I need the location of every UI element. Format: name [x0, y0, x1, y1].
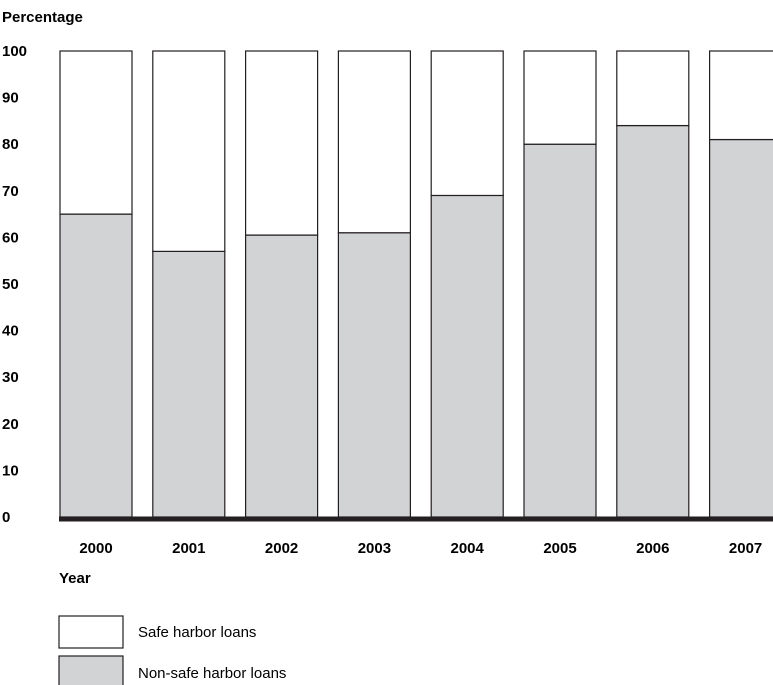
- bar-safe-harbor-2001: [152, 50, 226, 252]
- y-tick-label: 70: [2, 183, 19, 200]
- y-tick-label: 90: [2, 90, 19, 107]
- legend-label-safe-harbor: Safe harbor loans: [138, 624, 256, 641]
- legend-swatch-non-safe-harbor: [58, 655, 124, 685]
- y-tick-label: 0: [2, 509, 10, 526]
- x-tick-label: 2006: [636, 540, 669, 557]
- bar-safe-harbor-2003: [337, 50, 411, 234]
- y-tick-label: 30: [2, 369, 19, 386]
- x-axis-ticks: 2000 2001 2002 2003 2004 2005 2006 2007: [79, 540, 762, 557]
- bar-non-safe-harbor-2003: [337, 232, 411, 518]
- bars: [59, 50, 773, 518]
- y-tick-label: 100: [2, 43, 27, 60]
- y-tick-label: 50: [2, 276, 19, 293]
- x-tick-label: 2001: [172, 540, 205, 557]
- y-tick-label: 40: [2, 323, 19, 340]
- bar-non-safe-harbor-2006: [616, 124, 690, 518]
- bar-safe-harbor-2004: [430, 50, 504, 197]
- y-tick-label: 10: [2, 462, 19, 479]
- legend: Safe harbor loans Non-safe harbor loans: [58, 615, 286, 685]
- bar-non-safe-harbor-2001: [152, 250, 226, 518]
- y-tick-label: 60: [2, 229, 19, 246]
- bar-non-safe-harbor-2002: [245, 234, 319, 518]
- x-tick-label: 2003: [358, 540, 391, 557]
- bar-non-safe-harbor-2000: [59, 213, 133, 518]
- legend-swatch-safe-harbor: [58, 615, 124, 649]
- x-axis-title: Year: [59, 570, 91, 587]
- bar-non-safe-harbor-2004: [430, 194, 504, 518]
- y-axis-title: Percentage: [2, 9, 83, 26]
- x-tick-label: 2007: [729, 540, 762, 557]
- bar-safe-harbor-2000: [59, 50, 133, 215]
- bar-safe-harbor-2002: [245, 50, 319, 236]
- x-tick-label: 2002: [265, 540, 298, 557]
- y-axis-ticks: 0 10 20 30 40 50 60 70 80 90 100: [2, 43, 27, 526]
- x-tick-label: 2004: [451, 540, 485, 557]
- x-tick-label: 2000: [79, 540, 112, 557]
- bar-safe-harbor-2005: [523, 50, 597, 145]
- bar-non-safe-harbor-2007: [708, 138, 773, 518]
- bar-non-safe-harbor-2005: [523, 143, 597, 518]
- y-tick-label: 80: [2, 136, 19, 153]
- legend-label-non-safe-harbor: Non-safe harbor loans: [138, 665, 286, 682]
- x-tick-label: 2005: [543, 540, 576, 557]
- bar-safe-harbor-2006: [616, 50, 690, 127]
- bar-safe-harbor-2007: [708, 50, 773, 141]
- y-tick-label: 20: [2, 416, 19, 433]
